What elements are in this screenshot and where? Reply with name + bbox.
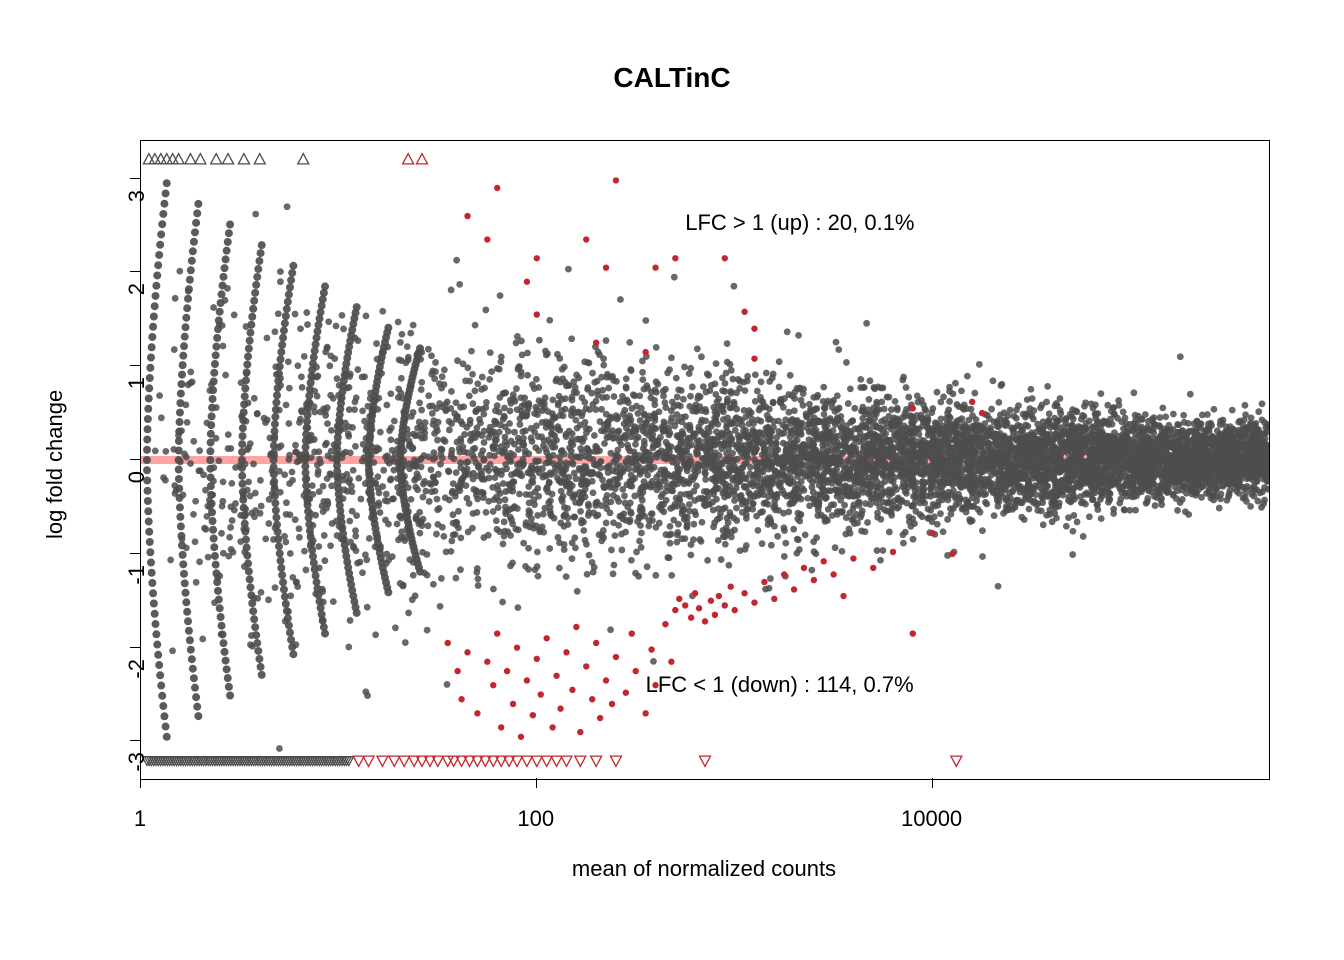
annotation-lfc-down: LFC < 1 (down) : 114, 0.7%: [646, 672, 914, 698]
x-tick-label: 10000: [892, 806, 972, 832]
x-axis-label: mean of normalized counts: [140, 856, 1268, 882]
y-tick-label: -1: [124, 565, 150, 589]
x-tick-label: 100: [496, 806, 576, 832]
y-tick-label: 1: [124, 377, 150, 401]
plot-area: LFC > 1 (up) : 20, 0.1% LFC < 1 (down) :…: [140, 140, 1270, 780]
y-tick-label: 3: [124, 190, 150, 214]
chart-title: CALTinC: [0, 62, 1344, 94]
y-axis-label: log fold change: [42, 390, 68, 539]
x-tick-label: 1: [100, 806, 180, 832]
annotation-lfc-up: LFC > 1 (up) : 20, 0.1%: [685, 210, 914, 236]
chart-container: CALTinC LFC > 1 (up) : 20, 0.1% LFC < 1 …: [0, 0, 1344, 960]
y-tick-label: 0: [124, 471, 150, 495]
y-tick-label: 2: [124, 283, 150, 307]
y-tick-label: -3: [124, 752, 150, 776]
y-tick-label: -2: [124, 659, 150, 683]
